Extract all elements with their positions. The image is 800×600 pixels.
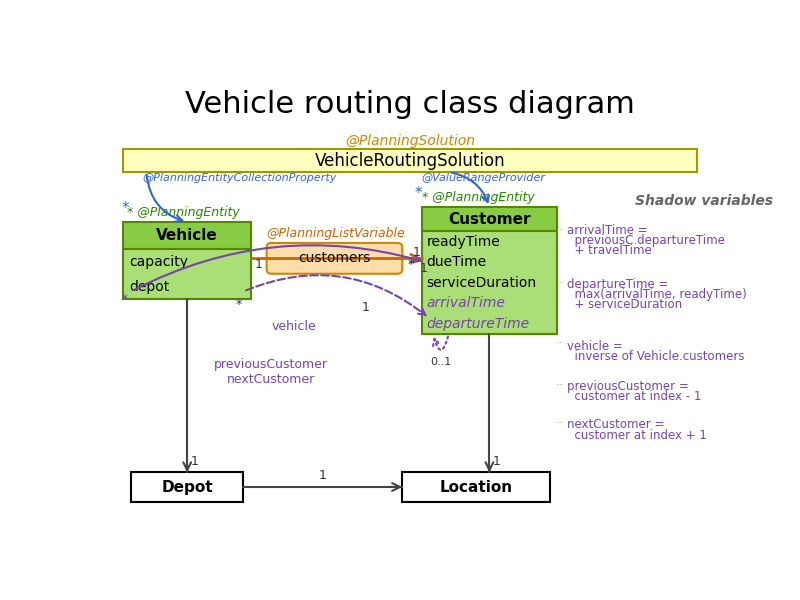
Text: previousCustomer
nextCustomer: previousCustomer nextCustomer bbox=[214, 358, 327, 386]
Text: max(arrivalTime, readyTime): max(arrivalTime, readyTime) bbox=[566, 289, 746, 301]
Bar bbox=[131, 472, 243, 502]
Text: Vehicle: Vehicle bbox=[156, 228, 218, 243]
Text: @ValueRangeProvider: @ValueRangeProvider bbox=[422, 173, 546, 184]
Text: @PlanningEntityCollectionProperty: @PlanningEntityCollectionProperty bbox=[142, 173, 337, 184]
Text: vehicle: vehicle bbox=[271, 320, 316, 332]
Text: Customer: Customer bbox=[448, 212, 530, 227]
Text: *: * bbox=[122, 201, 130, 216]
Text: depot: depot bbox=[130, 280, 170, 293]
FancyBboxPatch shape bbox=[266, 243, 402, 274]
Text: 1: 1 bbox=[362, 301, 370, 314]
Bar bbox=[123, 249, 251, 299]
Text: VehicleRoutingSolution: VehicleRoutingSolution bbox=[314, 152, 506, 170]
Text: *: * bbox=[408, 257, 414, 271]
Text: arrivalTime =: arrivalTime = bbox=[566, 224, 647, 238]
Text: 1: 1 bbox=[412, 246, 420, 259]
Text: departureTime: departureTime bbox=[426, 317, 530, 331]
Text: 1: 1 bbox=[493, 455, 501, 468]
Text: Location: Location bbox=[439, 479, 513, 494]
Text: vehicle =: vehicle = bbox=[566, 340, 622, 353]
Text: customer at index + 1: customer at index + 1 bbox=[566, 428, 706, 442]
Text: *: * bbox=[414, 185, 422, 200]
Text: customers: customers bbox=[298, 251, 370, 265]
Bar bbox=[402, 472, 550, 502]
Text: * @PlanningEntity: * @PlanningEntity bbox=[422, 191, 534, 204]
Text: Vehicle routing class diagram: Vehicle routing class diagram bbox=[185, 90, 635, 119]
Text: * @PlanningEntity: * @PlanningEntity bbox=[127, 206, 240, 220]
Text: Shadow variables: Shadow variables bbox=[634, 194, 773, 208]
Text: 0..1: 0..1 bbox=[430, 356, 452, 367]
Text: *: * bbox=[236, 298, 242, 311]
Text: customer at index - 1: customer at index - 1 bbox=[566, 390, 701, 403]
Text: 1: 1 bbox=[255, 257, 263, 271]
Text: arrivalTime: arrivalTime bbox=[426, 296, 505, 310]
Text: @PlanningSolution: @PlanningSolution bbox=[345, 134, 475, 148]
Text: *: * bbox=[122, 293, 128, 306]
Text: departureTime =: departureTime = bbox=[566, 278, 668, 292]
Text: capacity: capacity bbox=[130, 254, 189, 269]
Bar bbox=[422, 232, 558, 334]
Text: + serviceDuration: + serviceDuration bbox=[566, 298, 682, 311]
Text: + travelTime: + travelTime bbox=[566, 244, 651, 257]
Text: previousCustomer =: previousCustomer = bbox=[566, 380, 688, 393]
Text: previousC.departureTime: previousC.departureTime bbox=[566, 235, 725, 247]
Bar bbox=[422, 207, 558, 232]
Bar bbox=[123, 222, 251, 249]
Text: readyTime: readyTime bbox=[426, 235, 500, 248]
Text: @PlanningListVariable: @PlanningListVariable bbox=[266, 227, 406, 240]
Text: dueTime: dueTime bbox=[426, 255, 486, 269]
Bar bbox=[123, 149, 697, 172]
Text: 1: 1 bbox=[420, 262, 428, 275]
Text: inverse of Vehicle.customers: inverse of Vehicle.customers bbox=[566, 350, 744, 363]
Text: Depot: Depot bbox=[162, 479, 213, 494]
Text: 1: 1 bbox=[190, 455, 198, 468]
Text: nextCustomer =: nextCustomer = bbox=[566, 419, 664, 431]
Text: serviceDuration: serviceDuration bbox=[426, 275, 537, 290]
Text: 1: 1 bbox=[319, 469, 326, 482]
